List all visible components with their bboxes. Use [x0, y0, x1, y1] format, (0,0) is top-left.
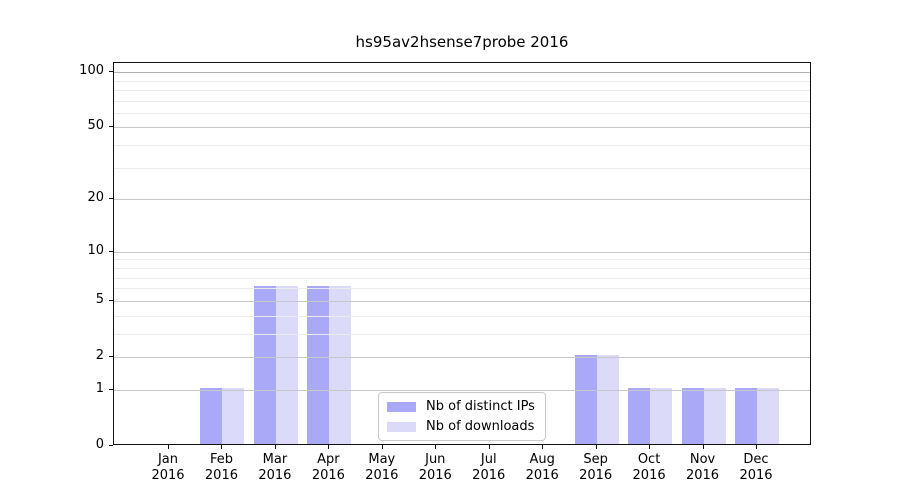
gridline-minor	[114, 112, 810, 114]
y-axis-tick	[109, 299, 113, 301]
x-tick-label: Jul 2016	[472, 452, 506, 483]
x-tick-label: Jan 2016	[151, 452, 185, 483]
gridline-major	[114, 356, 810, 358]
bar	[275, 286, 298, 444]
legend-swatch	[387, 401, 416, 412]
x-tick-label: May 2016	[365, 452, 399, 483]
x-axis-tick	[595, 445, 597, 449]
x-tick-label: Jun 2016	[418, 452, 452, 483]
bar	[650, 387, 673, 444]
gridline-minor	[114, 277, 810, 279]
x-axis-tick	[328, 445, 330, 449]
bar	[307, 286, 330, 444]
chart-title: hs95av2hsense7probe 2016	[355, 33, 569, 51]
x-axis-tick	[756, 445, 757, 449]
y-axis-tick	[109, 198, 113, 200]
gridline-minor	[114, 267, 810, 269]
gridline-minor	[114, 100, 810, 102]
x-tick-label: Oct 2016	[632, 452, 666, 483]
legend: Nb of distinct IPs Nb of downloads	[378, 392, 546, 441]
legend-label: Nb of downloads	[426, 419, 535, 434]
bar	[628, 387, 651, 444]
y-tick-label: 50	[87, 118, 104, 134]
x-tick-label: Dec 2016	[739, 452, 773, 483]
x-axis-tick	[488, 445, 490, 449]
gridline-major	[114, 127, 810, 129]
x-axis-tick	[381, 445, 383, 449]
x-axis-tick	[649, 445, 651, 449]
bar	[703, 387, 726, 444]
gridline-minor	[114, 288, 810, 290]
gridline-major	[114, 72, 810, 74]
x-axis-tick	[168, 445, 169, 449]
bar	[222, 387, 245, 444]
x-axis-tick	[221, 445, 223, 449]
y-tick-label: 1	[95, 380, 104, 396]
y-tick-label: 100	[79, 63, 104, 79]
x-axis-tick	[274, 445, 276, 449]
y-tick-label: 20	[87, 190, 104, 206]
x-tick-label: Mar 2016	[258, 452, 292, 483]
gridline-major	[114, 389, 810, 391]
gridline-major	[114, 300, 810, 302]
legend-label: Nb of distinct IPs	[426, 399, 535, 414]
y-tick-label: 10	[87, 242, 104, 258]
x-tick-label: Sep 2016	[579, 452, 613, 483]
bar	[757, 387, 779, 444]
y-axis-tick	[109, 126, 113, 128]
bar	[329, 286, 352, 444]
y-axis-tick	[109, 355, 113, 357]
y-axis-tick	[109, 71, 113, 73]
legend-item: Nb of downloads	[387, 418, 535, 435]
bar	[735, 387, 757, 444]
bar	[253, 286, 276, 444]
bar	[681, 387, 704, 444]
plot-area	[113, 62, 811, 445]
bar	[200, 387, 223, 444]
x-tick-label: Aug 2016	[525, 452, 559, 483]
y-axis-tick	[109, 388, 113, 390]
bar	[596, 355, 619, 444]
x-tick-label: Feb 2016	[204, 452, 238, 483]
y-tick-label: 5	[95, 291, 104, 307]
gridline-minor	[114, 315, 810, 317]
y-tick-label: 2	[95, 347, 104, 363]
gridline-minor	[114, 80, 810, 82]
gridline-minor	[114, 167, 810, 169]
gridline-minor	[114, 89, 810, 91]
gridline-minor	[114, 259, 810, 261]
bar	[574, 355, 597, 444]
y-axis-tick	[109, 445, 113, 446]
y-axis-tick	[109, 250, 113, 252]
legend-swatch	[387, 421, 416, 432]
gridline-minor	[114, 145, 810, 147]
x-axis-tick	[435, 445, 437, 449]
x-tick-label: Apr 2016	[311, 452, 345, 483]
gridline-major	[114, 199, 810, 201]
legend-item: Nb of distinct IPs	[387, 398, 535, 415]
x-tick-label: Nov 2016	[685, 452, 720, 483]
x-axis-tick	[542, 445, 544, 449]
y-tick-label: 0	[95, 437, 104, 452]
gridline-major	[114, 251, 810, 253]
x-axis-tick	[702, 445, 704, 449]
gridline-minor	[114, 333, 810, 335]
